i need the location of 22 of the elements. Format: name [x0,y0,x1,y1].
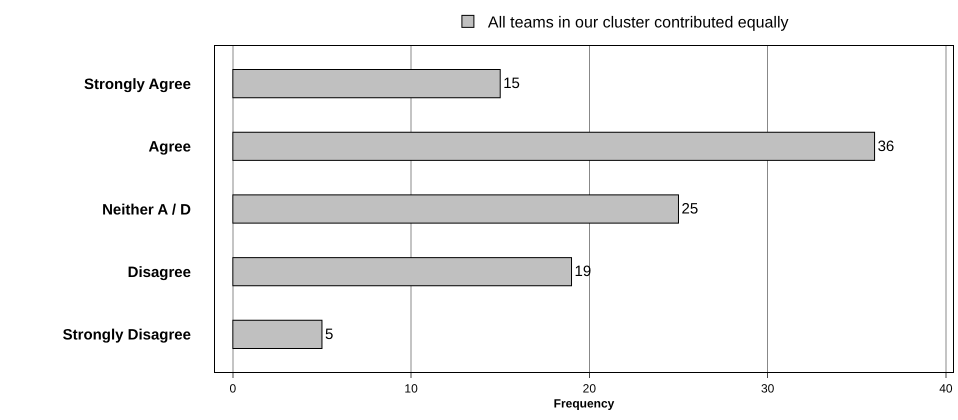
x-tick-label: 10 [404,381,418,396]
data-label: 15 [503,75,520,92]
x-tick-label: 20 [582,381,596,396]
bar [232,69,501,98]
data-label: 5 [324,326,334,343]
y-tick-label: Disagree [128,264,191,281]
data-label: 19 [574,263,592,280]
data-label: 36 [878,138,894,155]
bar [232,194,679,224]
bar [232,320,322,349]
data-label: 25 [681,200,698,218]
bar [232,257,572,286]
bar [232,132,876,161]
y-tick-label: Strongly Agree [84,76,191,93]
legend-label: All teams in our cluster contributed equally [488,14,788,32]
x-tick-label: 40 [939,381,953,396]
x-tick-label: 0 [229,381,236,396]
x-tick-label: 30 [760,381,775,396]
y-tick-label: Agree [148,138,191,156]
y-tick-label: Neither A / D [102,201,192,218]
x-axis-title: Frequency [554,396,615,410]
y-tick-label: Strongly Disagree [62,326,191,344]
